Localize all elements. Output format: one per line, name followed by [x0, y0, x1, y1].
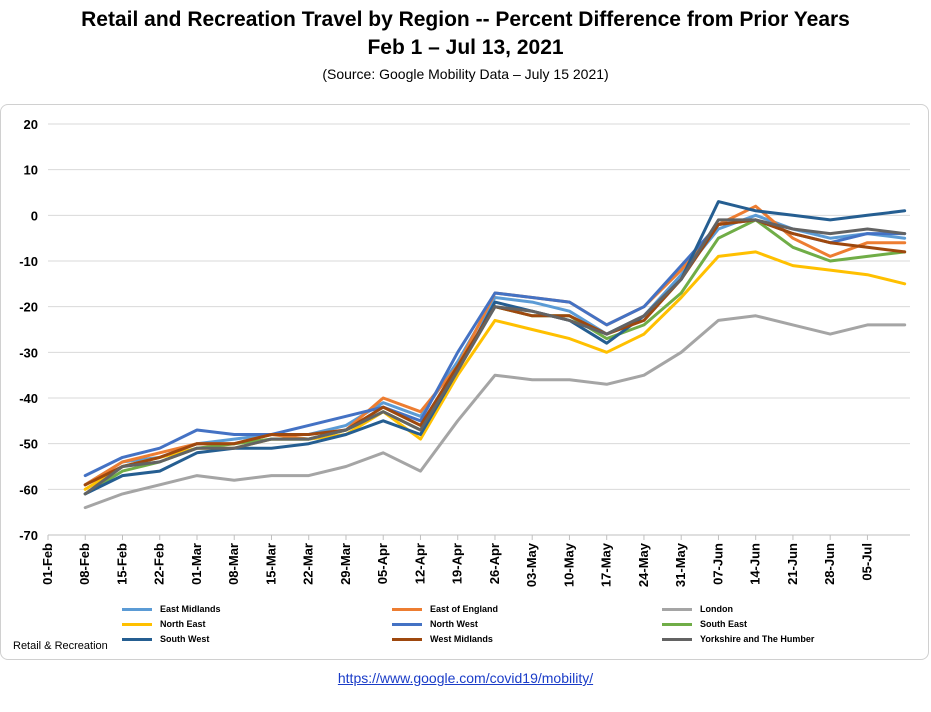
x-tick-label: 05-Apr	[375, 543, 390, 584]
legend-label: South West	[160, 634, 210, 644]
series-line	[83, 200, 907, 496]
chart-subtitle: Feb 1 – Jul 13, 2021	[367, 36, 564, 59]
y-tick-label: -40	[19, 391, 38, 406]
legend-label: Yorkshire and The Humber	[700, 634, 815, 644]
x-tick-label: 08-Feb	[77, 543, 92, 585]
legend-swatch	[392, 638, 422, 641]
x-tick-label: 19-Apr	[450, 543, 465, 584]
legend-label: East Midlands	[160, 604, 221, 614]
y-tick-label: -30	[19, 345, 38, 360]
legend-label: North West	[430, 619, 478, 629]
chart-title: Retail and Recreation Travel by Region -…	[81, 8, 850, 31]
legend-swatch	[122, 638, 152, 641]
x-tick-label: 17-May	[599, 542, 614, 587]
x-tick-label: 01-Mar	[189, 543, 204, 585]
x-tick-label: 12-Apr	[412, 543, 427, 584]
x-tick-label: 28-Jun	[822, 543, 837, 585]
x-tick-label: 07-Jun	[710, 543, 725, 585]
legend-label: London	[700, 604, 733, 614]
legend-label: North East	[160, 619, 206, 629]
y-tick-label: 10	[24, 163, 38, 178]
legend-swatch	[392, 608, 422, 611]
x-tick-label: 05-Jul	[859, 543, 874, 581]
source-link[interactable]: https://www.google.com/covid19/mobility/	[337, 670, 594, 686]
y-tick-label: 20	[24, 117, 38, 132]
legend-swatch	[392, 623, 422, 626]
legend-swatch	[122, 608, 152, 611]
legend-label: East of England	[430, 604, 499, 614]
y-tick-label: -70	[19, 528, 38, 543]
legend-label: West Midlands	[430, 634, 493, 644]
chart-frame	[0, 104, 929, 660]
x-tick-label: 08-Mar	[226, 543, 241, 585]
y-tick-label: -10	[19, 254, 38, 269]
chart-corner-label: Retail & Recreation	[13, 640, 108, 652]
x-tick-label: 31-May	[673, 542, 688, 587]
x-tick-label: 01-Feb	[40, 543, 55, 585]
series-line	[83, 213, 907, 487]
x-tick-label: 22-Mar	[301, 543, 316, 585]
legend-swatch	[662, 608, 692, 611]
x-tick-label: 15-Mar	[263, 543, 278, 585]
x-tick-label: 22-Feb	[152, 543, 167, 585]
legend-swatch	[662, 623, 692, 626]
x-tick-label: 21-Jun	[785, 543, 800, 585]
chart-source-note: (Source: Google Mobility Data – July 15 …	[322, 66, 609, 82]
x-tick-label: 26-Apr	[487, 543, 502, 584]
x-tick-label: 10-May	[561, 542, 576, 587]
legend-swatch	[122, 623, 152, 626]
series-line	[83, 218, 907, 478]
legend-swatch	[662, 638, 692, 641]
x-tick-label: 24-May	[636, 542, 651, 587]
legend-label: South East	[700, 619, 748, 629]
y-tick-label: -20	[19, 300, 38, 315]
series-line	[83, 250, 907, 491]
x-tick-label: 15-Feb	[114, 543, 129, 585]
series-line	[83, 314, 907, 510]
x-tick-label: 03-May	[524, 542, 539, 587]
y-tick-label: 0	[31, 208, 38, 223]
x-tick-label: 14-Jun	[748, 543, 763, 585]
y-tick-label: -60	[19, 482, 38, 497]
x-tick-label: 29-Mar	[338, 543, 353, 585]
series-line	[83, 218, 907, 496]
y-tick-label: -50	[19, 437, 38, 452]
